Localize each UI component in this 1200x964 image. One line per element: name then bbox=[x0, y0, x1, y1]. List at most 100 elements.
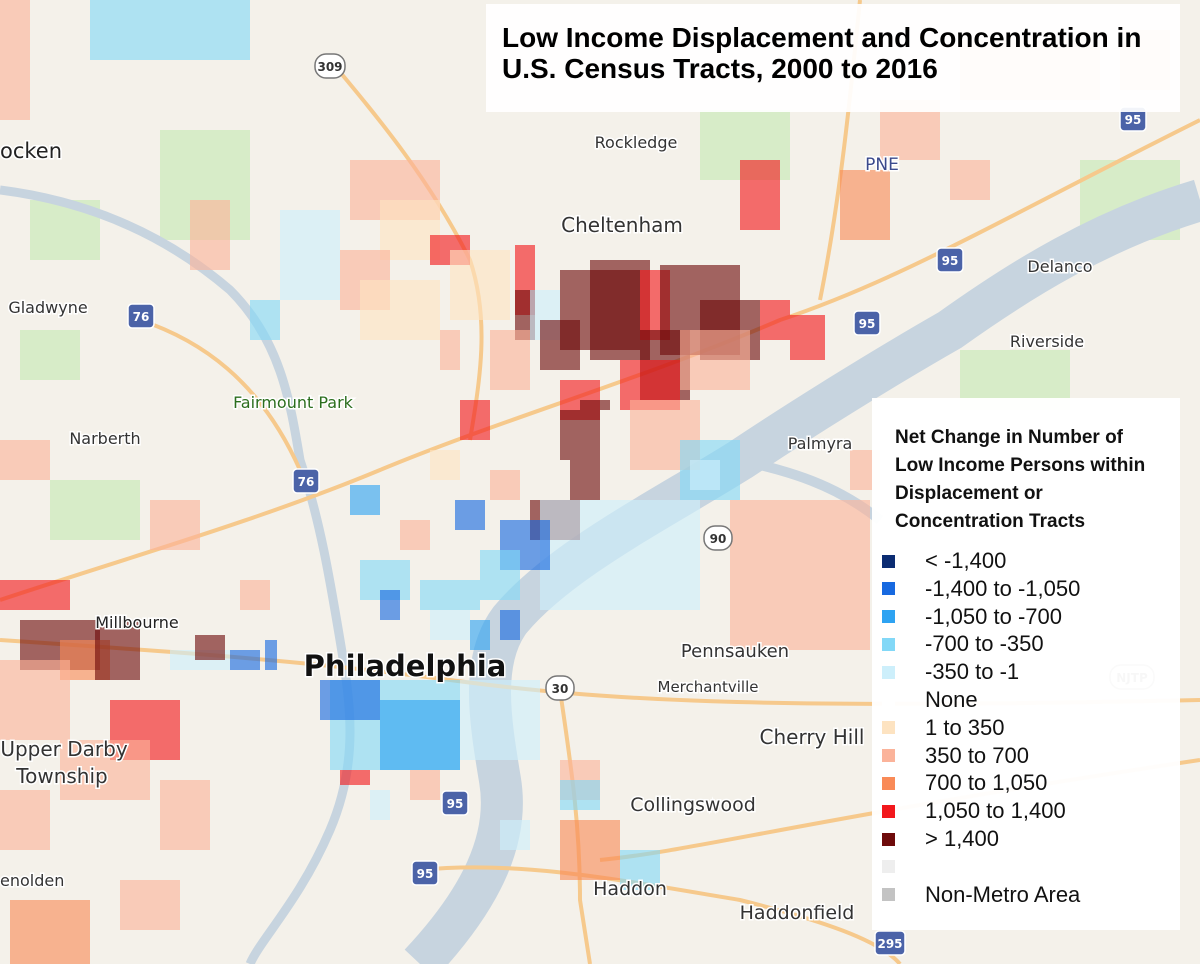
road-shield-label: 95 bbox=[447, 797, 464, 811]
legend-swatch bbox=[882, 637, 895, 651]
legend-entry: -350 to -1 bbox=[882, 658, 1019, 686]
place-label: ocken bbox=[0, 139, 62, 163]
census-tract bbox=[740, 160, 780, 230]
legend-swatch bbox=[882, 582, 895, 596]
census-tract bbox=[320, 680, 380, 720]
place-label: Delanco bbox=[1027, 257, 1092, 276]
legend-entry: -1,400 to -1,050 bbox=[882, 575, 1080, 603]
park bbox=[50, 480, 140, 540]
census-tract bbox=[280, 210, 340, 300]
legend-entry: 1,050 to 1,400 bbox=[882, 797, 1066, 825]
legend-entry: None bbox=[882, 686, 978, 714]
road-shield bbox=[936, 247, 964, 273]
census-tract bbox=[0, 580, 70, 610]
road-shield-label: 295 bbox=[877, 937, 902, 951]
legend-swatch bbox=[882, 804, 895, 818]
legend-label: 1 to 350 bbox=[925, 714, 1005, 740]
census-tract bbox=[455, 500, 485, 530]
legend-label: -350 to -1 bbox=[925, 659, 1020, 685]
road-shield-label: 76 bbox=[298, 475, 315, 489]
census-tract bbox=[410, 770, 440, 800]
legend-entry: > 1,400 bbox=[882, 825, 999, 853]
legend-label: < -1,400 bbox=[925, 548, 1007, 573]
place-label: PNE bbox=[865, 155, 899, 175]
census-tract bbox=[620, 850, 660, 890]
census-tract bbox=[500, 610, 520, 640]
place-label: Township bbox=[15, 764, 107, 788]
road-shield bbox=[545, 675, 575, 701]
legend-label: 1,050 to 1,400 bbox=[925, 798, 1066, 824]
legend-label: -1,400 to -1,050 bbox=[925, 575, 1081, 601]
place-label: Haddonfield bbox=[740, 902, 855, 924]
place-label: Rockledge bbox=[595, 133, 678, 152]
place-label: Pennsauken bbox=[681, 641, 789, 662]
legend-entry: 700 to 1,050 bbox=[882, 769, 1047, 797]
census-tract bbox=[230, 650, 260, 670]
place-labels: ocken Rockledge Cheltenham Gladwyne Fairmoun… bbox=[0, 53, 1155, 956]
road-shield-label: 76 bbox=[133, 310, 150, 324]
legend-label: 350 to 700 bbox=[925, 742, 1029, 768]
legend-swatch bbox=[882, 554, 895, 568]
census-tract bbox=[195, 635, 225, 660]
legend-swatch bbox=[882, 776, 895, 790]
census-tract bbox=[150, 500, 200, 550]
road-shield bbox=[853, 310, 881, 336]
legend-entry: < -1,400 bbox=[882, 547, 1006, 575]
census-tract bbox=[0, 440, 50, 480]
legend-label: 700 to 1,050 bbox=[925, 770, 1048, 796]
park bbox=[20, 330, 80, 380]
census-tract bbox=[190, 200, 230, 270]
census-tract bbox=[950, 160, 990, 200]
place-label: Cheltenham bbox=[561, 213, 683, 237]
place-label: Merchantville bbox=[658, 678, 759, 696]
road-shield-label: 30 bbox=[552, 682, 569, 696]
legend-label: -1,050 to -700 bbox=[925, 603, 1062, 629]
census-tract bbox=[10, 900, 90, 964]
census-tract bbox=[490, 470, 520, 500]
map-title: Low Income Displacement and Concentratio… bbox=[502, 22, 1142, 84]
census-tract bbox=[430, 450, 460, 480]
census-tract bbox=[500, 820, 530, 850]
legend-label: Non-Metro Area bbox=[925, 881, 1081, 907]
census-tract bbox=[460, 680, 540, 760]
census-tract bbox=[440, 330, 460, 370]
census-tract bbox=[480, 550, 520, 600]
road-shield bbox=[292, 468, 320, 494]
census-tract bbox=[560, 780, 600, 810]
census-tract bbox=[540, 320, 580, 370]
title-box: Low Income Displacement and Concentratio… bbox=[486, 4, 1180, 112]
road-shield-label: 95 bbox=[1125, 113, 1142, 127]
road-shield-label: 95 bbox=[859, 317, 876, 331]
legend-title: Net Change in Number of Low Income Perso… bbox=[895, 427, 1146, 532]
place-label: Palmyra bbox=[788, 434, 853, 453]
census-tract bbox=[760, 300, 790, 340]
census-tract bbox=[580, 400, 610, 410]
legend-swatch bbox=[882, 888, 895, 902]
road-shield-label: 95 bbox=[417, 867, 434, 881]
census-tract bbox=[90, 0, 250, 60]
road-shield bbox=[314, 53, 346, 79]
legend-swatch bbox=[882, 693, 895, 707]
census-tract bbox=[240, 580, 270, 610]
legend-entry: 1 to 350 bbox=[882, 714, 1005, 742]
census-tract bbox=[400, 520, 430, 550]
legend-swatch bbox=[882, 749, 895, 763]
schuylkill-river bbox=[0, 185, 355, 964]
place-label: Philadelphia bbox=[304, 649, 507, 683]
place-label: enolden bbox=[0, 871, 64, 890]
place-label: Narberth bbox=[69, 429, 140, 448]
census-tract bbox=[570, 460, 600, 500]
place-label: Cherry Hill bbox=[760, 725, 865, 749]
census-tract bbox=[0, 790, 50, 850]
census-tract bbox=[265, 640, 277, 670]
legend-swatch bbox=[882, 665, 895, 679]
legend-label: > 1,400 bbox=[925, 826, 1000, 851]
census-tract bbox=[380, 590, 400, 620]
census-tract bbox=[470, 620, 490, 650]
census-tract bbox=[490, 330, 530, 390]
census-tract bbox=[95, 620, 140, 680]
census-tract bbox=[690, 460, 720, 490]
census-tract bbox=[380, 700, 460, 770]
census-tract bbox=[730, 500, 870, 650]
